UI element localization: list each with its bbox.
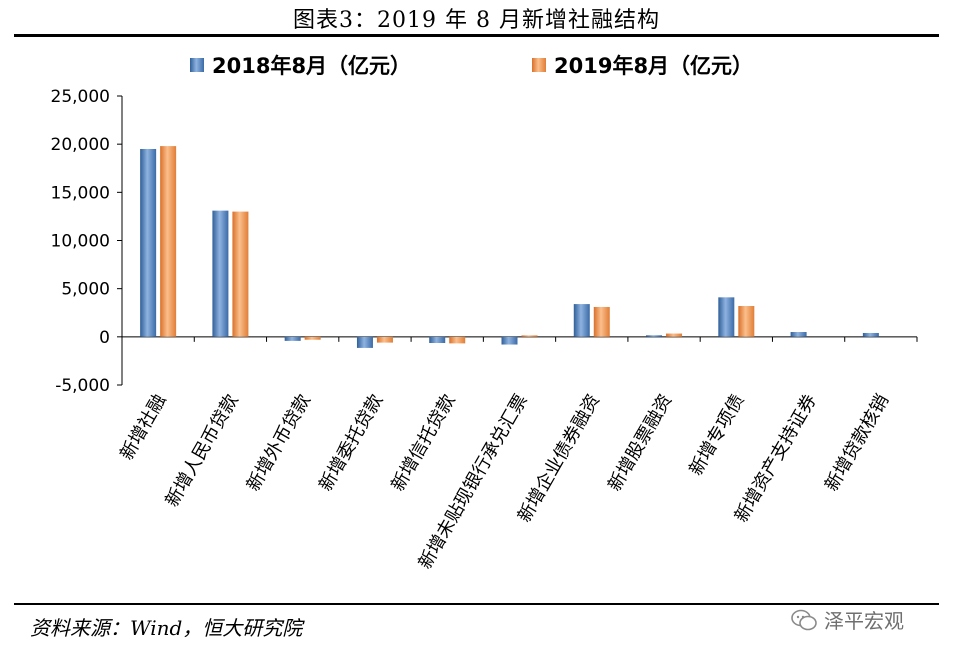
bottom-rule (14, 603, 939, 605)
y-tick-label: 15,000 (51, 183, 110, 203)
wechat-icon (791, 609, 817, 630)
category-label: 新增企业债券融资 (514, 391, 604, 526)
bar-s1-9 (790, 332, 807, 337)
category-label: 新增股票融资 (604, 391, 676, 495)
bar-s1-3 (356, 336, 373, 348)
category-label: 新增社融 (116, 391, 170, 464)
bar-s1-1 (212, 210, 229, 337)
bar-s1-4 (429, 336, 446, 343)
bar-s2-2 (304, 336, 321, 340)
watermark-text: 泽平宏观 (824, 609, 904, 633)
y-tick-label: 25,000 (51, 87, 110, 107)
category-label: 新增贷款核销 (821, 391, 893, 495)
bar-s1-2 (284, 336, 301, 341)
bar-chart: 25,000 20,000 15,000 10,000 5,000 0 -5,000 新增社融… (51, 54, 918, 573)
bar-s1-10 (862, 332, 879, 337)
legend-swatch-1 (190, 58, 204, 72)
bar-s1-5 (501, 336, 518, 345)
category-label: 新增外币贷款 (243, 391, 315, 495)
legend-label-2: 2019年8月（亿元） (554, 54, 753, 78)
category-label: 新增委托贷款 (315, 391, 387, 495)
bar-s2-0 (160, 146, 177, 337)
bar-s1-8 (718, 297, 735, 337)
legend-swatch-2 (532, 58, 546, 72)
y-tick-label: 5,000 (61, 280, 110, 300)
source-note: 资料来源：Wind，恒大研究院 (30, 616, 303, 640)
bar-s2-6 (593, 306, 610, 337)
chart-title: 图表3：2019 年 8 月新增社融结构 (293, 8, 660, 33)
bar-s1-7 (646, 335, 663, 337)
bar-s2-1 (232, 211, 249, 337)
bar-s2-5 (521, 335, 538, 337)
bar-s2-8 (738, 306, 755, 337)
category-label: 新增资产支持证券 (731, 391, 821, 526)
y-tick-label: 20,000 (51, 135, 110, 155)
top-rule (14, 34, 939, 37)
bar-s2-3 (376, 336, 393, 343)
watermark: 泽平宏观 (790, 605, 904, 634)
legend-label-1: 2018年8月（亿元） (212, 54, 411, 78)
bar-s1-6 (573, 304, 590, 337)
category-label: 新增专项债 (685, 391, 748, 479)
y-tick-label: -5,000 (55, 376, 110, 396)
category-label: 新增人民币贷款 (162, 391, 243, 511)
y-tick-label: 0 (99, 328, 110, 348)
bar-s2-7 (666, 333, 683, 337)
y-tick-label: 10,000 (51, 232, 110, 252)
bar-s2-4 (449, 336, 466, 344)
bar-s1-0 (140, 148, 157, 337)
category-label: 新增信托贷款 (387, 391, 459, 495)
